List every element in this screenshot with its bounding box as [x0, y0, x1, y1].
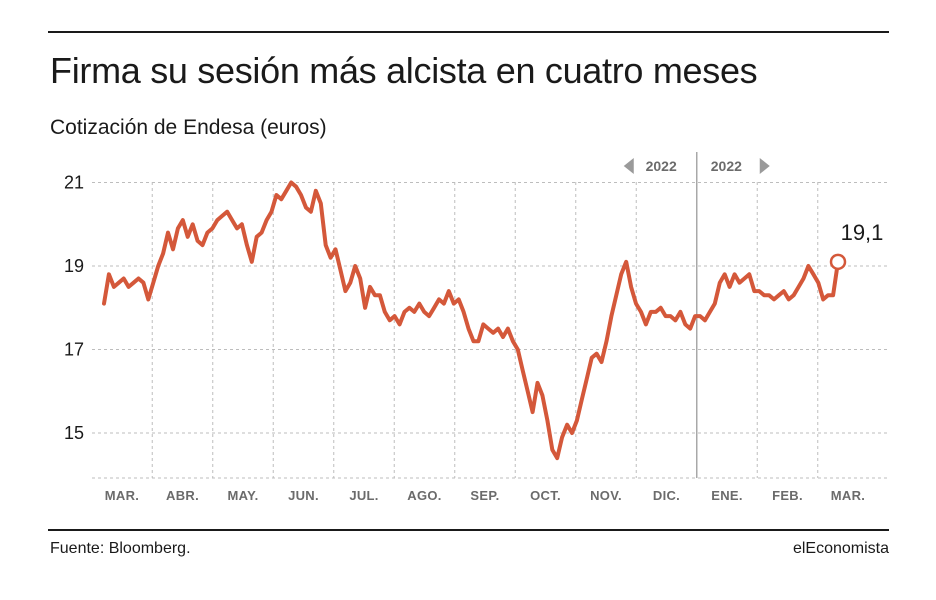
- x-tick-label: NOV.: [590, 488, 622, 503]
- y-tick-label: 15: [64, 423, 84, 443]
- brand-logo-text: elEconomista: [792, 540, 889, 557]
- plot-area: 19,1: [102, 180, 884, 461]
- x-tick-label: ABR.: [166, 488, 199, 503]
- arrow-left-icon: [623, 158, 634, 174]
- y-tick-label: 17: [64, 340, 84, 360]
- last-value-label: 19,1: [841, 220, 884, 245]
- source-note: Fuente: Bloomberg.: [50, 540, 191, 557]
- top-rule: [48, 31, 889, 33]
- series-line: [102, 180, 840, 461]
- x-tick-label: MAR.: [105, 488, 139, 503]
- arrow-right-icon: [759, 158, 770, 174]
- x-axis: MAR. ABR. MAY. JUN. JUL. AGO. SEP. OCT. NOV. DIC.…: [105, 488, 865, 503]
- x-tick-label: MAR.: [831, 488, 865, 503]
- y-tick-label: 21: [64, 173, 84, 193]
- x-tick-label: JUN.: [288, 488, 319, 503]
- chart-title: Firma su sesión más alcista en cuatro me…: [50, 50, 758, 91]
- y-axis: 15 17 19 21: [64, 173, 84, 444]
- x-tick-label: OCT.: [530, 488, 561, 503]
- year-label-left: 2022: [646, 158, 677, 174]
- x-tick-label: MAY.: [227, 488, 258, 503]
- year-label-right: 2022: [711, 158, 742, 174]
- x-tick-label: JUL.: [349, 488, 378, 503]
- x-tick-label: SEP.: [470, 488, 499, 503]
- x-tick-label: AGO.: [407, 488, 441, 503]
- x-tick-label: ENE.: [711, 488, 743, 503]
- x-tick-label: FEB.: [772, 488, 803, 503]
- y-tick-label: 19: [64, 256, 84, 276]
- last-point-marker: [829, 253, 847, 271]
- bottom-rule: [48, 529, 889, 531]
- x-tick-label: DIC.: [653, 488, 680, 503]
- chart-subtitle: Cotización de Endesa (euros): [50, 116, 327, 139]
